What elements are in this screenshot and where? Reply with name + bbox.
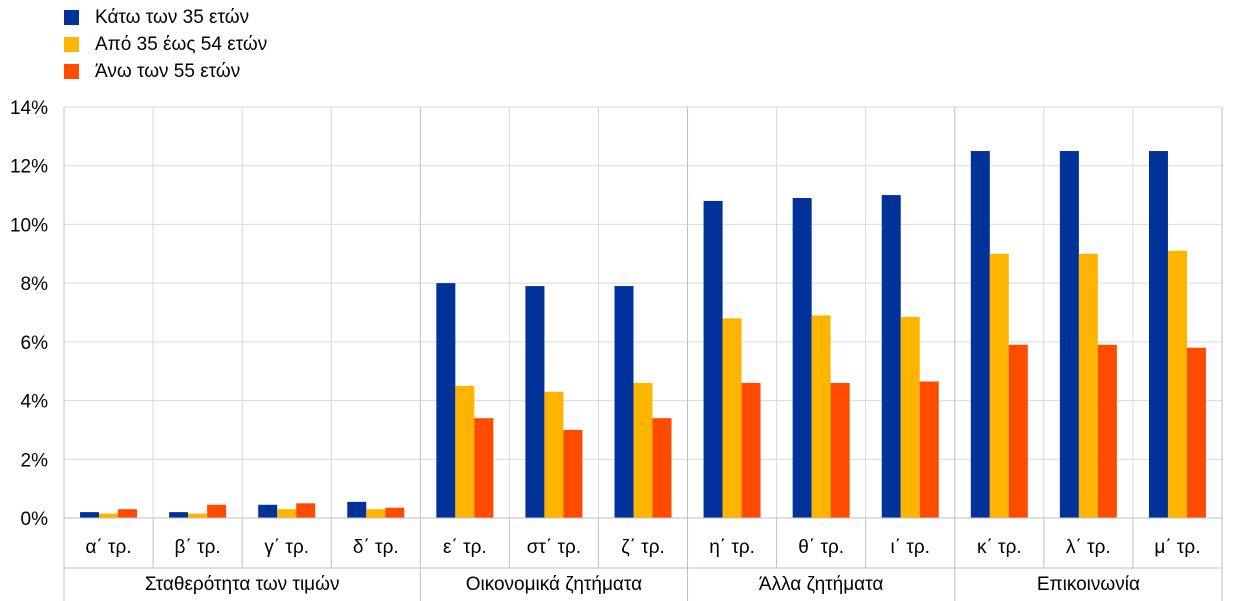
y-tick-label: 4% — [21, 392, 49, 413]
x-tick-label: η΄ τρ. — [709, 537, 755, 558]
bar — [525, 286, 545, 518]
bar — [881, 195, 901, 519]
bar — [1097, 344, 1117, 518]
bar — [347, 501, 367, 518]
bar — [169, 512, 189, 518]
bar — [385, 507, 405, 518]
y-tick-label: 6% — [21, 333, 49, 354]
legend-swatch-35-54 — [64, 37, 79, 52]
bar — [277, 509, 297, 518]
x-tick-label: λ΄ τρ. — [1066, 537, 1111, 558]
bar — [1008, 344, 1028, 518]
x-group-label: Σταθερότητα των τιμών — [145, 574, 340, 595]
x-group-label: Οικονομικά ζητήματα — [466, 574, 642, 595]
bar — [474, 418, 494, 518]
y-tick-label: 2% — [21, 450, 49, 471]
bar — [1059, 151, 1079, 519]
bar — [1078, 253, 1098, 519]
bar — [633, 382, 653, 518]
chart-legend: Κάτω των 35 ετών Από 35 έως 54 ετών Άνω … — [64, 4, 267, 85]
bar — [188, 513, 208, 518]
x-tick-label: μ΄ τρ. — [1154, 537, 1200, 558]
bar — [830, 382, 850, 518]
x-tick-label: γ΄ τρ. — [264, 537, 309, 558]
bar — [919, 381, 939, 518]
y-tick-label: 10% — [10, 215, 48, 236]
legend-item-over-55: Άνω των 55 ετών — [64, 58, 267, 85]
bar — [741, 382, 761, 518]
legend-label-over-55: Άνω των 55 ετών — [95, 60, 241, 82]
bar — [792, 198, 812, 518]
x-tick-label: ε΄ τρ. — [443, 537, 487, 558]
legend-label-under-35: Κάτω των 35 ετών — [95, 6, 250, 28]
bar — [970, 151, 990, 519]
y-tick-label: 12% — [10, 157, 48, 178]
bar — [207, 504, 227, 518]
x-tick-label: στ΄ τρ. — [527, 537, 581, 558]
x-tick-label: θ΄ τρ. — [798, 537, 844, 558]
x-tick-label: ζ΄ τρ. — [621, 537, 665, 558]
x-tick-label: β΄ τρ. — [175, 537, 221, 558]
bar — [296, 503, 316, 518]
bar — [118, 509, 138, 518]
bar — [703, 200, 723, 518]
bar — [811, 315, 831, 518]
x-group-label: Άλλα ζητήματα — [759, 574, 883, 595]
bar — [1148, 151, 1168, 519]
y-tick-label: 8% — [21, 274, 49, 295]
legend-swatch-under-35 — [64, 10, 79, 25]
bar — [989, 253, 1009, 519]
bar — [563, 429, 583, 518]
bar — [1186, 347, 1206, 518]
legend-swatch-over-55 — [64, 64, 79, 79]
x-tick-label: δ΄ τρ. — [353, 537, 399, 558]
bar — [366, 509, 386, 518]
y-tick-label: 14% — [10, 98, 48, 119]
bar — [455, 385, 475, 518]
bar — [99, 513, 119, 518]
x-group-label: Επικοινωνία — [1037, 574, 1140, 595]
bar — [900, 316, 920, 518]
bar — [1167, 250, 1187, 518]
bar — [544, 391, 564, 518]
bar — [258, 504, 278, 518]
x-tick-label: ι΄ τρ. — [891, 537, 930, 558]
legend-label-35-54: Από 35 έως 54 ετών — [95, 33, 268, 55]
x-tick-label: α΄ τρ. — [85, 537, 131, 558]
bar — [722, 318, 742, 518]
bar — [80, 512, 100, 518]
legend-item-under-35: Κάτω των 35 ετών — [64, 4, 267, 31]
x-tick-label: κ΄ τρ. — [977, 537, 1022, 558]
y-tick-label: 0% — [21, 509, 49, 530]
bar — [436, 283, 456, 518]
bar — [614, 286, 634, 518]
legend-item-35-54: Από 35 έως 54 ετών — [64, 31, 267, 58]
bar — [652, 418, 672, 518]
